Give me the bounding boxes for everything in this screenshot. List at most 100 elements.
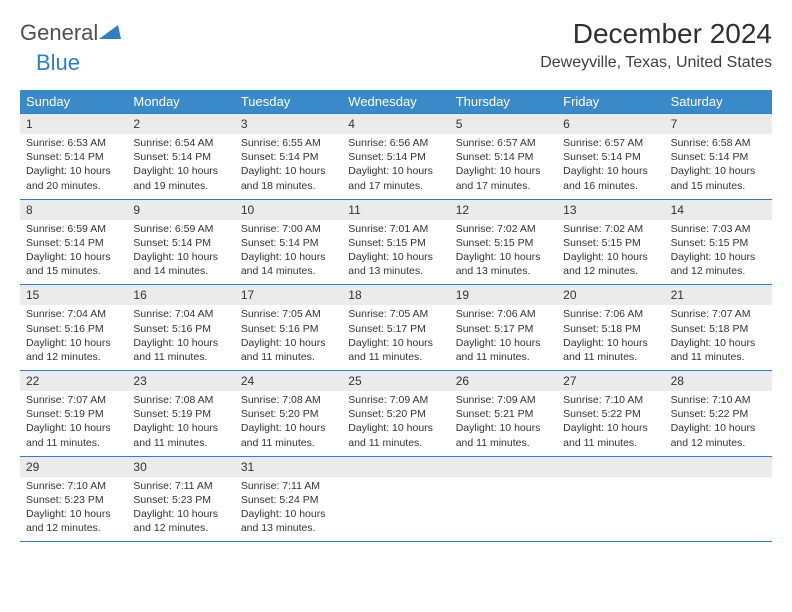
day-line-d1: Daylight: 10 hours [348, 250, 443, 264]
calendar-cell: 6Sunrise: 6:57 AMSunset: 5:14 PMDaylight… [557, 114, 664, 199]
day-detail: Sunrise: 6:53 AMSunset: 5:14 PMDaylight:… [20, 134, 127, 193]
day-line-ss: Sunset: 5:20 PM [348, 407, 443, 421]
day-line-d1: Daylight: 10 hours [26, 421, 121, 435]
day-line-ss: Sunset: 5:15 PM [671, 236, 766, 250]
calendar-cell: 8Sunrise: 6:59 AMSunset: 5:14 PMDaylight… [20, 200, 127, 285]
day-line-sr: Sunrise: 6:57 AM [456, 136, 551, 150]
day-line-sr: Sunrise: 7:07 AM [671, 307, 766, 321]
day-line-ss: Sunset: 5:14 PM [671, 150, 766, 164]
day-line-d1: Daylight: 10 hours [671, 250, 766, 264]
day-number [557, 457, 664, 477]
dayname-wednesday: Wednesday [342, 90, 449, 113]
dayname-thursday: Thursday [450, 90, 557, 113]
day-line-d2: and 12 minutes. [671, 436, 766, 450]
calendar-cell: 3Sunrise: 6:55 AMSunset: 5:14 PMDaylight… [235, 114, 342, 199]
day-line-d1: Daylight: 10 hours [133, 250, 228, 264]
day-line-ss: Sunset: 5:14 PM [133, 236, 228, 250]
day-line-sr: Sunrise: 7:06 AM [563, 307, 658, 321]
day-number: 20 [557, 285, 664, 305]
calendar-cell [557, 457, 664, 542]
day-line-ss: Sunset: 5:23 PM [133, 493, 228, 507]
calendar-cell: 2Sunrise: 6:54 AMSunset: 5:14 PMDaylight… [127, 114, 234, 199]
brand-part2: Blue [36, 50, 80, 75]
day-detail: Sunrise: 6:57 AMSunset: 5:14 PMDaylight:… [557, 134, 664, 193]
day-line-sr: Sunrise: 7:02 AM [456, 222, 551, 236]
day-detail: Sunrise: 7:02 AMSunset: 5:15 PMDaylight:… [557, 220, 664, 279]
day-number: 22 [20, 371, 127, 391]
day-number: 17 [235, 285, 342, 305]
day-line-ss: Sunset: 5:14 PM [348, 150, 443, 164]
day-detail: Sunrise: 6:56 AMSunset: 5:14 PMDaylight:… [342, 134, 449, 193]
dayname-tuesday: Tuesday [235, 90, 342, 113]
day-number: 30 [127, 457, 234, 477]
day-line-ss: Sunset: 5:16 PM [133, 322, 228, 336]
day-number: 26 [450, 371, 557, 391]
day-detail: Sunrise: 7:04 AMSunset: 5:16 PMDaylight:… [127, 305, 234, 364]
day-line-sr: Sunrise: 7:05 AM [241, 307, 336, 321]
calendar-cell: 26Sunrise: 7:09 AMSunset: 5:21 PMDayligh… [450, 371, 557, 456]
day-number: 23 [127, 371, 234, 391]
calendar-cell: 23Sunrise: 7:08 AMSunset: 5:19 PMDayligh… [127, 371, 234, 456]
day-line-d2: and 17 minutes. [456, 179, 551, 193]
day-line-sr: Sunrise: 6:59 AM [133, 222, 228, 236]
day-detail: Sunrise: 7:11 AMSunset: 5:23 PMDaylight:… [127, 477, 234, 536]
day-line-d2: and 12 minutes. [26, 350, 121, 364]
dayname-saturday: Saturday [665, 90, 772, 113]
day-detail: Sunrise: 7:05 AMSunset: 5:17 PMDaylight:… [342, 305, 449, 364]
calendar-cell: 22Sunrise: 7:07 AMSunset: 5:19 PMDayligh… [20, 371, 127, 456]
day-line-d2: and 12 minutes. [563, 264, 658, 278]
day-line-d2: and 16 minutes. [563, 179, 658, 193]
day-detail: Sunrise: 7:11 AMSunset: 5:24 PMDaylight:… [235, 477, 342, 536]
day-number: 3 [235, 114, 342, 134]
day-detail: Sunrise: 7:02 AMSunset: 5:15 PMDaylight:… [450, 220, 557, 279]
day-line-sr: Sunrise: 6:57 AM [563, 136, 658, 150]
day-line-d1: Daylight: 10 hours [133, 336, 228, 350]
day-line-ss: Sunset: 5:14 PM [133, 150, 228, 164]
day-line-d2: and 12 minutes. [133, 521, 228, 535]
day-line-d2: and 11 minutes. [26, 436, 121, 450]
day-line-sr: Sunrise: 7:04 AM [133, 307, 228, 321]
day-number: 5 [450, 114, 557, 134]
calendar-cell: 1Sunrise: 6:53 AMSunset: 5:14 PMDaylight… [20, 114, 127, 199]
calendar-cell [450, 457, 557, 542]
day-line-sr: Sunrise: 7:01 AM [348, 222, 443, 236]
day-line-d1: Daylight: 10 hours [456, 250, 551, 264]
day-number: 12 [450, 200, 557, 220]
day-line-ss: Sunset: 5:22 PM [671, 407, 766, 421]
day-line-d1: Daylight: 10 hours [241, 250, 336, 264]
day-number: 18 [342, 285, 449, 305]
day-line-d2: and 15 minutes. [26, 264, 121, 278]
day-line-sr: Sunrise: 6:55 AM [241, 136, 336, 150]
day-number [665, 457, 772, 477]
day-number: 21 [665, 285, 772, 305]
day-line-d1: Daylight: 10 hours [671, 336, 766, 350]
day-line-d1: Daylight: 10 hours [241, 421, 336, 435]
day-number: 16 [127, 285, 234, 305]
calendar-page: General December 2024 Deweyville, Texas,… [0, 0, 792, 542]
calendar-cell: 11Sunrise: 7:01 AMSunset: 5:15 PMDayligh… [342, 200, 449, 285]
day-detail: Sunrise: 7:00 AMSunset: 5:14 PMDaylight:… [235, 220, 342, 279]
day-line-ss: Sunset: 5:22 PM [563, 407, 658, 421]
day-line-d2: and 20 minutes. [26, 179, 121, 193]
day-line-sr: Sunrise: 7:02 AM [563, 222, 658, 236]
calendar-cell [665, 457, 772, 542]
day-number [342, 457, 449, 477]
day-line-d1: Daylight: 10 hours [133, 507, 228, 521]
day-line-d2: and 11 minutes. [456, 436, 551, 450]
calendar-cell: 4Sunrise: 6:56 AMSunset: 5:14 PMDaylight… [342, 114, 449, 199]
day-detail: Sunrise: 6:55 AMSunset: 5:14 PMDaylight:… [235, 134, 342, 193]
dayname-row: Sunday Monday Tuesday Wednesday Thursday… [20, 90, 772, 113]
day-line-sr: Sunrise: 6:53 AM [26, 136, 121, 150]
day-detail: Sunrise: 6:57 AMSunset: 5:14 PMDaylight:… [450, 134, 557, 193]
day-line-sr: Sunrise: 7:08 AM [241, 393, 336, 407]
day-line-d2: and 13 minutes. [456, 264, 551, 278]
day-line-d2: and 11 minutes. [241, 350, 336, 364]
day-number: 28 [665, 371, 772, 391]
day-line-ss: Sunset: 5:17 PM [348, 322, 443, 336]
brand-triangle-icon [99, 23, 121, 44]
day-line-sr: Sunrise: 7:10 AM [563, 393, 658, 407]
day-detail: Sunrise: 7:08 AMSunset: 5:19 PMDaylight:… [127, 391, 234, 450]
calendar-week: 15Sunrise: 7:04 AMSunset: 5:16 PMDayligh… [20, 284, 772, 370]
day-line-d1: Daylight: 10 hours [456, 336, 551, 350]
calendar-cell: 14Sunrise: 7:03 AMSunset: 5:15 PMDayligh… [665, 200, 772, 285]
